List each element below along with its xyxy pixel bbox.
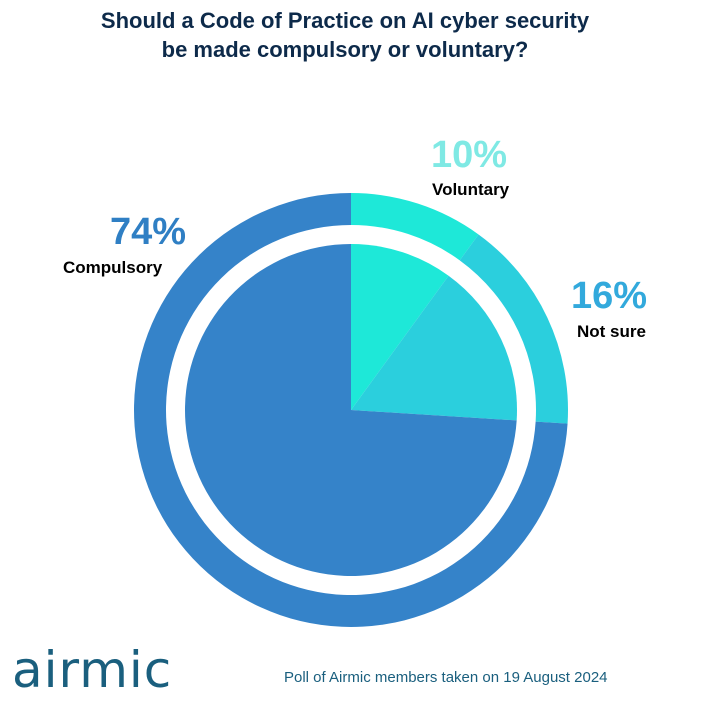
chart-title-line-2: be made compulsory or voluntary? <box>161 37 529 62</box>
pie-slice-compulsory <box>184 244 517 576</box>
category-label-not-sure: Not sure <box>577 322 646 341</box>
pie-slice-voluntary <box>351 244 449 410</box>
pct-label-not-sure: 16% <box>571 275 647 317</box>
ring-segment-not-sure <box>459 234 568 424</box>
chart-title-line-1: Should a Code of Practice on AI cyber se… <box>100 8 590 33</box>
poll-footnote: Poll of Airmic members taken on 19 Augus… <box>284 669 608 686</box>
inner-pie <box>184 244 517 576</box>
category-label-voluntary: Voluntary <box>432 180 510 199</box>
pct-label-voluntary: 10% <box>431 134 507 176</box>
chart-title: Should a Code of Practice on AI cyber se… <box>0 6 690 64</box>
pct-label-compulsory: 74% <box>110 211 186 253</box>
outer-ring <box>133 193 568 627</box>
pie-slice-not-sure <box>351 275 517 421</box>
ring-segment-voluntary <box>351 193 479 261</box>
airmic-logo: airmic <box>12 641 173 699</box>
category-label-compulsory: Compulsory <box>63 258 163 277</box>
